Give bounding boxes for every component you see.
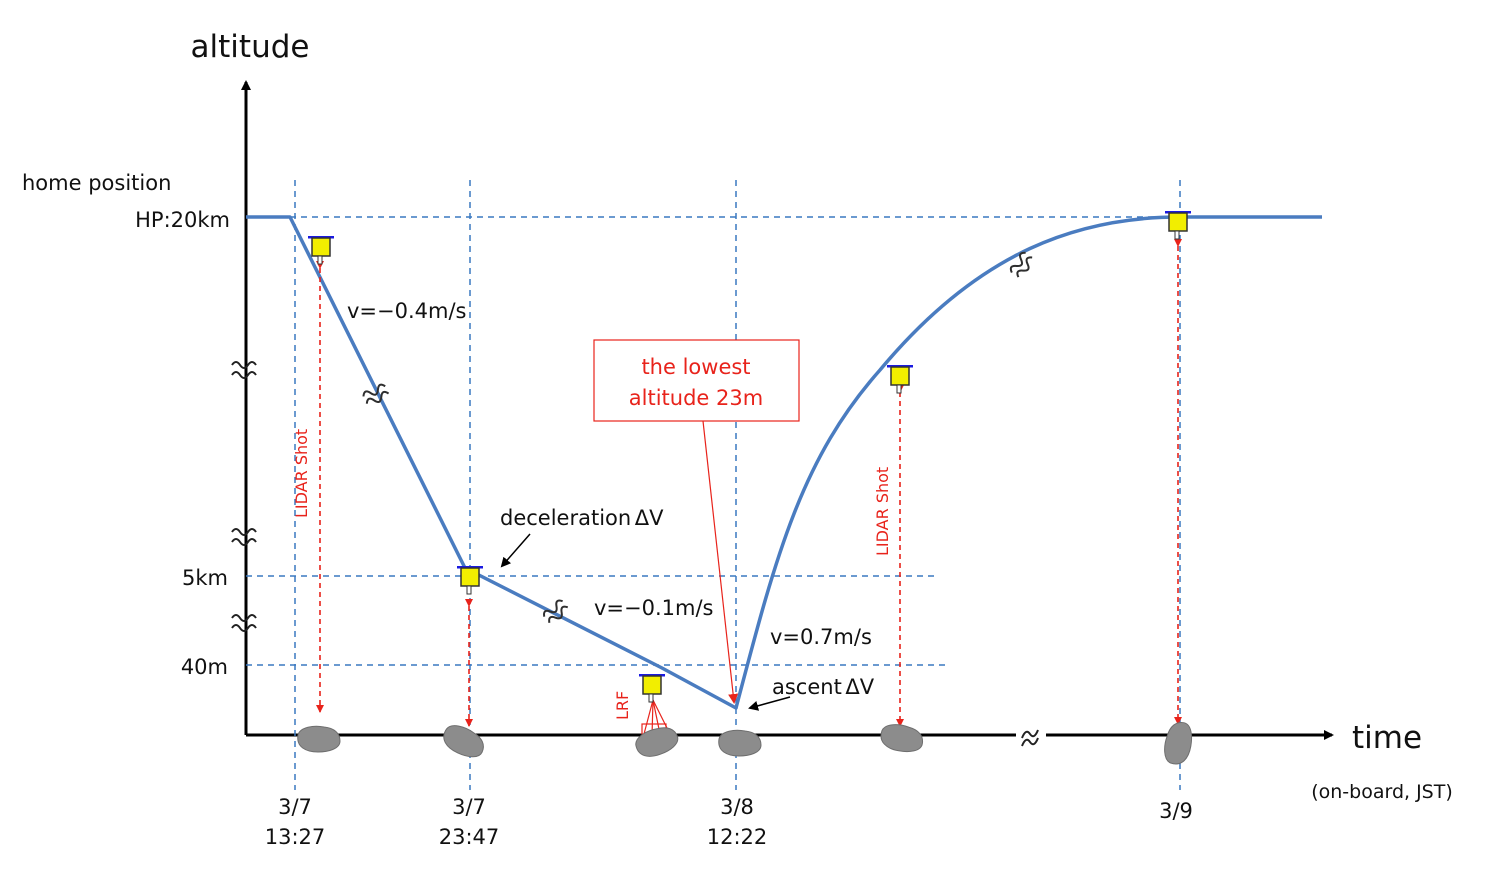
x-label-time: 23:47 (439, 825, 500, 849)
x-axis-title: time (1352, 720, 1422, 756)
lowest-altitude-box (593, 339, 800, 422)
y-axis-title: altitude (191, 29, 310, 65)
ascent-velocity-label: v=0.7m/s (770, 625, 872, 649)
x-label-date: 3/7 (278, 795, 312, 819)
x-label-date: 3/8 (720, 795, 754, 819)
ascent-label: ascent ΔV (772, 675, 875, 699)
y-label-40m: 40m (181, 655, 228, 679)
lowest-altitude-line1: the lowest (641, 355, 750, 379)
x-label-date: 3/9 (1159, 799, 1193, 823)
x-label-date: 3/7 (452, 795, 486, 819)
x-tick-labels: 3/7 13:27 3/7 23:47 3/8 12:22 3/9 (265, 795, 1193, 849)
home-position-caption: home position (22, 171, 171, 195)
lrf-label: LRF (613, 691, 632, 720)
x-label-time: 13:27 (265, 825, 326, 849)
y-label-5km: 5km (182, 566, 228, 590)
lidar-shot-label-right: LIDAR Shot (873, 467, 892, 556)
lowest-altitude-line2: altitude 23m (629, 386, 763, 410)
y-label-hp: HP:20km (135, 208, 230, 232)
x-axis-note: (on-board, JST) (1311, 781, 1453, 803)
descent-velocity-label: v=−0.4m/s (347, 299, 467, 323)
slow-descent-velocity-label: v=−0.1m/s (594, 596, 714, 620)
x-axis-break (1016, 722, 1046, 748)
x-label-time: 12:22 (707, 825, 768, 849)
spacecraft-icons (307, 210, 1192, 703)
ascent-pointer (748, 696, 791, 711)
asteroid-rocks (297, 719, 1196, 767)
lidar-shot-arrows (316, 239, 1182, 727)
trajectory-line (246, 215, 1322, 710)
lidar-shot-label-left: LIDAR Shot (292, 429, 311, 518)
horizontal-guides (246, 216, 1210, 666)
lowest-altitude-pointer (702, 420, 739, 704)
deceleration-pointer (500, 533, 531, 568)
axis-break-marks (231, 361, 257, 632)
trajectory-break-marks (362, 251, 1033, 623)
deceleration-label: deceleration ΔV (500, 506, 664, 530)
